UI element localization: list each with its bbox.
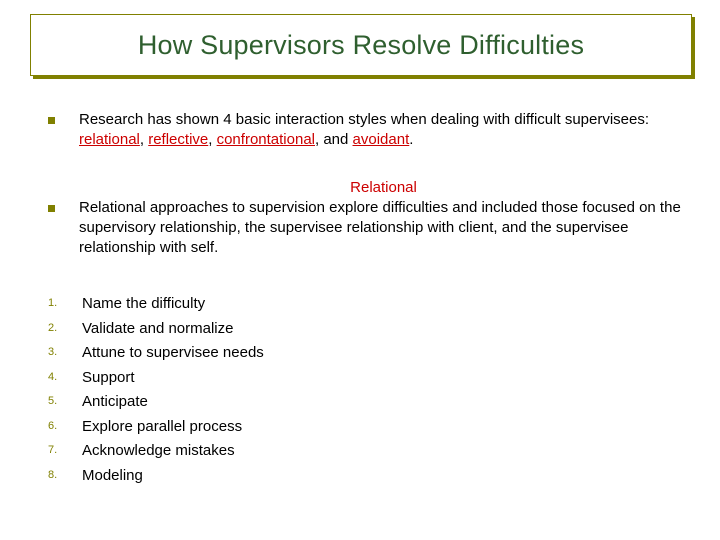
list-item: 7. Acknowledge mistakes bbox=[48, 441, 688, 461]
spacer bbox=[48, 161, 688, 179]
list-text: Acknowledge mistakes bbox=[82, 441, 235, 461]
list-item: 8. Modeling bbox=[48, 466, 688, 486]
list-item: 5. Anticipate bbox=[48, 392, 688, 412]
list-text: Attune to supervisee needs bbox=[82, 343, 264, 363]
numbered-list: 1. Name the difficulty 2. Validate and n… bbox=[48, 294, 688, 485]
section-heading: Relational bbox=[79, 179, 688, 196]
list-text: Support bbox=[82, 368, 135, 388]
list-number: 2. bbox=[48, 322, 72, 334]
spacer bbox=[48, 268, 688, 288]
comma: , bbox=[208, 131, 216, 148]
list-number: 4. bbox=[48, 371, 72, 383]
keyword-avoidant: avoidant bbox=[353, 131, 410, 148]
title-frame: How Supervisors Resolve Difficulties bbox=[30, 14, 692, 76]
square-bullet-icon bbox=[48, 205, 55, 212]
list-item: 4. Support bbox=[48, 368, 688, 388]
bullet-intro: Research has shown 4 basic interaction s… bbox=[48, 110, 688, 151]
intro-paragraph: Research has shown 4 basic interaction s… bbox=[79, 110, 688, 151]
body-content: Research has shown 4 basic interaction s… bbox=[48, 110, 688, 490]
list-text: Explore parallel process bbox=[82, 417, 242, 437]
list-text: Modeling bbox=[82, 466, 143, 486]
bullet-relational: Relational approaches to supervision exp… bbox=[48, 198, 688, 259]
list-number: 3. bbox=[48, 346, 72, 358]
and-text: , and bbox=[315, 131, 353, 148]
list-number: 5. bbox=[48, 395, 72, 407]
intro-lead: Research has shown 4 basic interaction s… bbox=[79, 111, 649, 128]
list-number: 8. bbox=[48, 469, 72, 481]
relational-paragraph: Relational approaches to supervision exp… bbox=[79, 198, 688, 259]
list-number: 7. bbox=[48, 444, 72, 456]
list-text: Name the difficulty bbox=[82, 294, 205, 314]
page-title: How Supervisors Resolve Difficulties bbox=[138, 30, 584, 61]
list-number: 6. bbox=[48, 420, 72, 432]
list-item: 1. Name the difficulty bbox=[48, 294, 688, 314]
list-text: Anticipate bbox=[82, 392, 148, 412]
list-text: Validate and normalize bbox=[82, 319, 233, 339]
list-item: 3. Attune to supervisee needs bbox=[48, 343, 688, 363]
slide: How Supervisors Resolve Difficulties Res… bbox=[0, 0, 720, 540]
keyword-reflective: reflective bbox=[148, 131, 208, 148]
list-number: 1. bbox=[48, 297, 72, 309]
keyword-confrontational: confrontational bbox=[217, 131, 315, 148]
list-item: 2. Validate and normalize bbox=[48, 319, 688, 339]
period: . bbox=[409, 131, 413, 148]
square-bullet-icon bbox=[48, 117, 55, 124]
keyword-relational: relational bbox=[79, 131, 140, 148]
comma: , bbox=[140, 131, 148, 148]
list-item: 6. Explore parallel process bbox=[48, 417, 688, 437]
